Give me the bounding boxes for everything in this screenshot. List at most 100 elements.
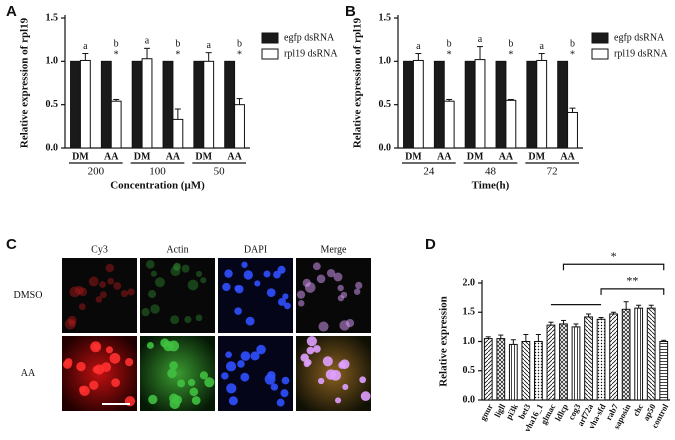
legend-swatch bbox=[591, 48, 609, 60]
micrograph bbox=[140, 258, 215, 333]
column-label: DAPI bbox=[244, 244, 267, 255]
cell bbox=[234, 285, 241, 292]
micrograph bbox=[62, 336, 137, 411]
significance-letter: b bbox=[447, 39, 452, 50]
x-tick-label: DM bbox=[405, 151, 422, 162]
cell bbox=[224, 269, 233, 278]
error-bar bbox=[82, 53, 89, 61]
micrograph bbox=[218, 336, 293, 411]
error-bar bbox=[548, 321, 554, 326]
cell bbox=[335, 397, 342, 404]
error-bar bbox=[538, 53, 545, 61]
error-bar bbox=[560, 319, 566, 324]
cell bbox=[306, 336, 317, 347]
cell bbox=[240, 372, 250, 382]
cell bbox=[226, 383, 237, 394]
error-bar bbox=[174, 108, 181, 120]
cell bbox=[177, 379, 186, 388]
bar bbox=[534, 341, 543, 401]
cell bbox=[282, 293, 289, 300]
significance-letter: b bbox=[114, 39, 119, 50]
error-bar bbox=[569, 107, 576, 113]
x-axis-label: Time(h) bbox=[472, 180, 510, 192]
cell bbox=[169, 361, 178, 370]
cell bbox=[145, 260, 155, 269]
cell bbox=[68, 319, 76, 327]
error-bar bbox=[598, 317, 604, 320]
bar bbox=[141, 58, 153, 149]
cell bbox=[191, 396, 201, 405]
bar bbox=[403, 60, 414, 149]
cell bbox=[355, 281, 363, 290]
y-tick-label: 0.5 bbox=[379, 99, 392, 110]
error-bar bbox=[498, 334, 504, 339]
bar bbox=[536, 59, 548, 149]
cell bbox=[62, 359, 72, 369]
significance-letter: a bbox=[478, 34, 483, 45]
x-tick-label: AA bbox=[437, 151, 452, 162]
cell bbox=[204, 377, 215, 388]
error-bar bbox=[535, 333, 541, 342]
significance-star: ** bbox=[626, 274, 638, 288]
micrograph bbox=[296, 336, 371, 411]
significance-letter: b bbox=[237, 39, 242, 50]
cell bbox=[313, 345, 321, 353]
bar bbox=[162, 60, 174, 149]
bar bbox=[609, 313, 618, 401]
x-tick-label: DM bbox=[528, 151, 545, 162]
cell bbox=[160, 338, 170, 348]
significance-letter: b bbox=[570, 39, 575, 50]
cell bbox=[120, 290, 129, 298]
cell bbox=[187, 279, 199, 291]
bar bbox=[474, 59, 486, 149]
legend-label: egfp dsRNA bbox=[284, 32, 335, 43]
significance-star: * bbox=[447, 50, 452, 61]
bar bbox=[567, 111, 578, 149]
x-tick-label: AA bbox=[166, 151, 181, 162]
significance-letter: a bbox=[539, 41, 544, 52]
bar bbox=[621, 308, 631, 401]
bar bbox=[559, 323, 568, 401]
panel-letter: A bbox=[6, 3, 17, 20]
bar bbox=[131, 60, 143, 149]
cell bbox=[169, 393, 179, 404]
cell bbox=[240, 351, 251, 361]
significance-letter: a bbox=[145, 36, 150, 47]
cell bbox=[237, 360, 245, 368]
cell bbox=[281, 376, 290, 385]
y-tick-label: 2.0 bbox=[463, 277, 476, 288]
cell bbox=[302, 278, 311, 287]
bar bbox=[546, 324, 556, 401]
cell bbox=[92, 365, 100, 374]
bar bbox=[505, 99, 517, 149]
cell bbox=[270, 383, 279, 391]
cell bbox=[339, 320, 350, 331]
group-label: 48 bbox=[485, 166, 497, 178]
bar bbox=[659, 341, 669, 401]
cell bbox=[111, 378, 120, 388]
significance-letter: b bbox=[175, 39, 180, 50]
bar bbox=[203, 60, 215, 149]
cell bbox=[195, 314, 203, 322]
micrograph bbox=[140, 336, 215, 411]
legend-label: rpl19 dsRNA bbox=[614, 48, 668, 59]
cell bbox=[280, 389, 289, 398]
cell bbox=[266, 288, 276, 298]
bar bbox=[557, 60, 569, 149]
cell bbox=[245, 316, 255, 326]
bar bbox=[496, 338, 506, 401]
cell bbox=[254, 280, 261, 287]
x-tick-label: DM bbox=[195, 151, 212, 162]
cell bbox=[234, 307, 242, 315]
column-label: Merge bbox=[321, 244, 347, 255]
bar bbox=[433, 60, 445, 149]
cell bbox=[322, 356, 333, 367]
x-tick-label: AA bbox=[499, 151, 514, 162]
error-bar bbox=[586, 313, 592, 317]
legend-label: egfp dsRNA bbox=[614, 32, 665, 43]
cell bbox=[95, 296, 103, 303]
cell bbox=[154, 277, 165, 288]
cell bbox=[79, 385, 90, 396]
cell bbox=[124, 358, 134, 367]
bar bbox=[100, 60, 112, 149]
